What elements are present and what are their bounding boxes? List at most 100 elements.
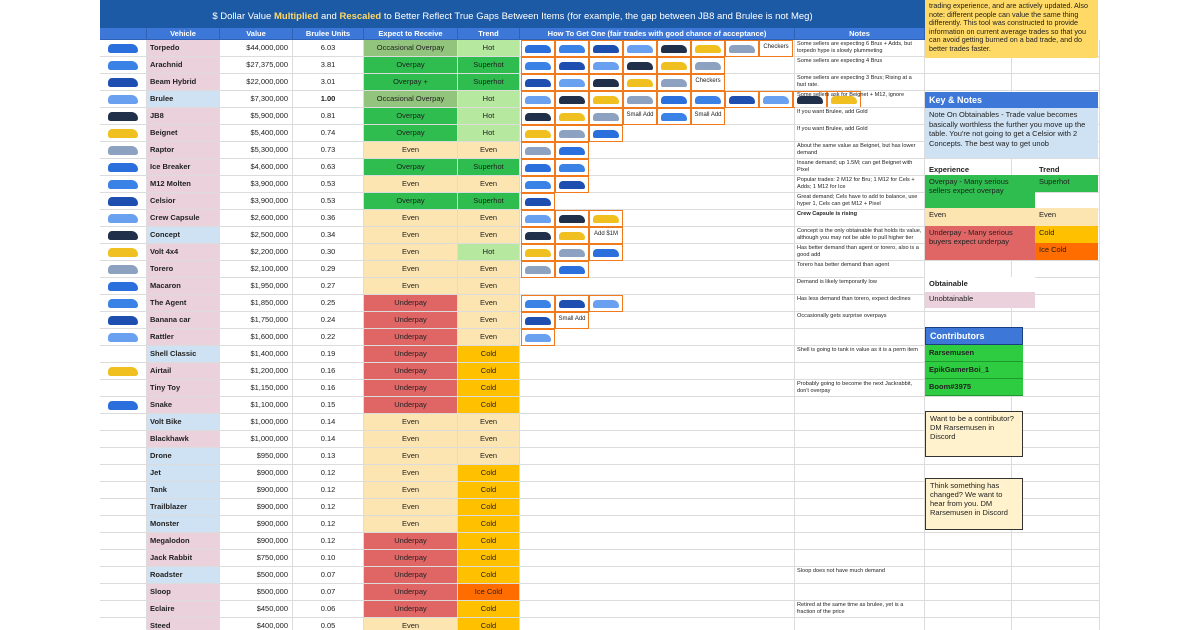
- vehicle-image: [108, 112, 138, 121]
- trade-icon: [521, 295, 555, 312]
- how-to-get: [520, 295, 795, 312]
- trade-icon: [589, 244, 623, 261]
- vehicle-name: Brulee: [147, 91, 220, 108]
- trade-icon: [589, 125, 623, 142]
- note: [795, 550, 925, 567]
- trade-note: Add $1M: [589, 227, 623, 244]
- car-image: [559, 164, 585, 172]
- vehicle-name: Tiny Toy: [147, 380, 220, 397]
- note: Demand is likely temporarily low: [795, 278, 925, 295]
- trend: Cold: [458, 482, 520, 499]
- note: [795, 499, 925, 516]
- vehicle-name: Banana car: [147, 312, 220, 329]
- trade-icon: [827, 91, 861, 108]
- note: Sloop does not have much demand: [795, 567, 925, 584]
- underpay-key: Underpay - Many serious buyers expect un…: [925, 226, 1035, 260]
- vehicle-image: [108, 316, 138, 325]
- car-image: [525, 113, 551, 121]
- value: $3,900,000: [220, 193, 293, 210]
- note: Insane demand; up 1.5M; can get Beignet …: [795, 159, 925, 176]
- vehicle-image: [108, 248, 138, 257]
- value: $5,900,000: [220, 108, 293, 125]
- expect-to-receive: Underpay: [364, 533, 458, 550]
- brulee-units: 0.10: [293, 550, 364, 567]
- vehicle-name: Megalodon: [147, 533, 220, 550]
- vehicle-name: Airtail: [147, 363, 220, 380]
- brulee-units: 0.12: [293, 533, 364, 550]
- trade-icon: [691, 91, 725, 108]
- brulee-units: 0.30: [293, 244, 364, 261]
- car-image: [797, 96, 823, 104]
- trade-icon: [521, 261, 555, 278]
- vehicle-image-cell: [100, 295, 147, 312]
- vehicle-image-cell: [100, 363, 147, 380]
- expect-to-receive: Overpay: [364, 159, 458, 176]
- title-part: and: [318, 11, 340, 22]
- value: $7,300,000: [220, 91, 293, 108]
- trade-icon: [521, 91, 555, 108]
- vehicle-image: [108, 44, 138, 53]
- vehicle-name: Concept: [147, 227, 220, 244]
- vehicle-name: Rattler: [147, 329, 220, 346]
- value: $500,000: [220, 584, 293, 601]
- trend: Cold: [458, 363, 520, 380]
- trade-note: Checkers: [759, 40, 793, 57]
- trade-icon: [623, 40, 657, 57]
- trend: Even: [458, 329, 520, 346]
- trade-icon: [589, 57, 623, 74]
- how-to-get: [520, 397, 795, 414]
- title-bar: $ Dollar Value Multiplied and Rescaled t…: [100, 0, 925, 28]
- vehicle-image-cell: [100, 414, 147, 431]
- grid-cell: [925, 533, 1012, 550]
- trade-icon: [623, 57, 657, 74]
- car-image: [559, 130, 585, 138]
- trade-icon: [589, 295, 623, 312]
- vehicle-image: [108, 265, 138, 274]
- unobtainable-key: Unobtainable: [925, 292, 1035, 308]
- note: Has less demand than torero, expect decl…: [795, 295, 925, 312]
- vehicle-image-cell: [100, 465, 147, 482]
- expect-to-receive: Even: [364, 499, 458, 516]
- header-cell: Notes: [795, 28, 925, 40]
- grid-cell: [925, 550, 1012, 567]
- vehicle-image-cell: [100, 74, 147, 91]
- value: $1,950,000: [220, 278, 293, 295]
- expect-to-receive: Underpay: [364, 329, 458, 346]
- grid-cell: [1012, 176, 1100, 193]
- value: $900,000: [220, 516, 293, 533]
- note: Concept is the only obtainable that hold…: [795, 227, 925, 244]
- grid-cell: [925, 567, 1012, 584]
- vehicle-name: Volt 4x4: [147, 244, 220, 261]
- trend: Hot: [458, 125, 520, 142]
- car-image: [661, 113, 687, 121]
- vehicle-name: Beam Hybrid: [147, 74, 220, 91]
- trade-note: Checkers: [691, 74, 725, 91]
- note: [795, 533, 925, 550]
- expect-to-receive: Even: [364, 176, 458, 193]
- trend: Superhot: [458, 57, 520, 74]
- car-image: [525, 164, 551, 172]
- grid-cell: [925, 618, 1012, 630]
- value: $2,600,000: [220, 210, 293, 227]
- trend: Hot: [458, 244, 520, 261]
- vehicle-image: [108, 367, 138, 376]
- car-image: [593, 62, 619, 70]
- grid-cell: [1012, 380, 1100, 397]
- vehicle-image-cell: [100, 244, 147, 261]
- expect-to-receive: Even: [364, 482, 458, 499]
- trend: Even: [458, 261, 520, 278]
- note: [795, 482, 925, 499]
- brulee-units: 0.81: [293, 108, 364, 125]
- grid-cell: [1012, 448, 1100, 465]
- trade-icon: [657, 108, 691, 125]
- expect-to-receive: Even: [364, 210, 458, 227]
- note: Shell is going to tank in value as it is…: [795, 346, 925, 363]
- trade-icon: [589, 108, 623, 125]
- car-image: [627, 62, 653, 70]
- note: Crew Capsule is rising: [795, 210, 925, 227]
- car-image: [559, 300, 585, 308]
- vehicle-image-cell: [100, 533, 147, 550]
- vehicle-image-cell: [100, 380, 147, 397]
- trade-icon: [521, 176, 555, 193]
- note: [795, 363, 925, 380]
